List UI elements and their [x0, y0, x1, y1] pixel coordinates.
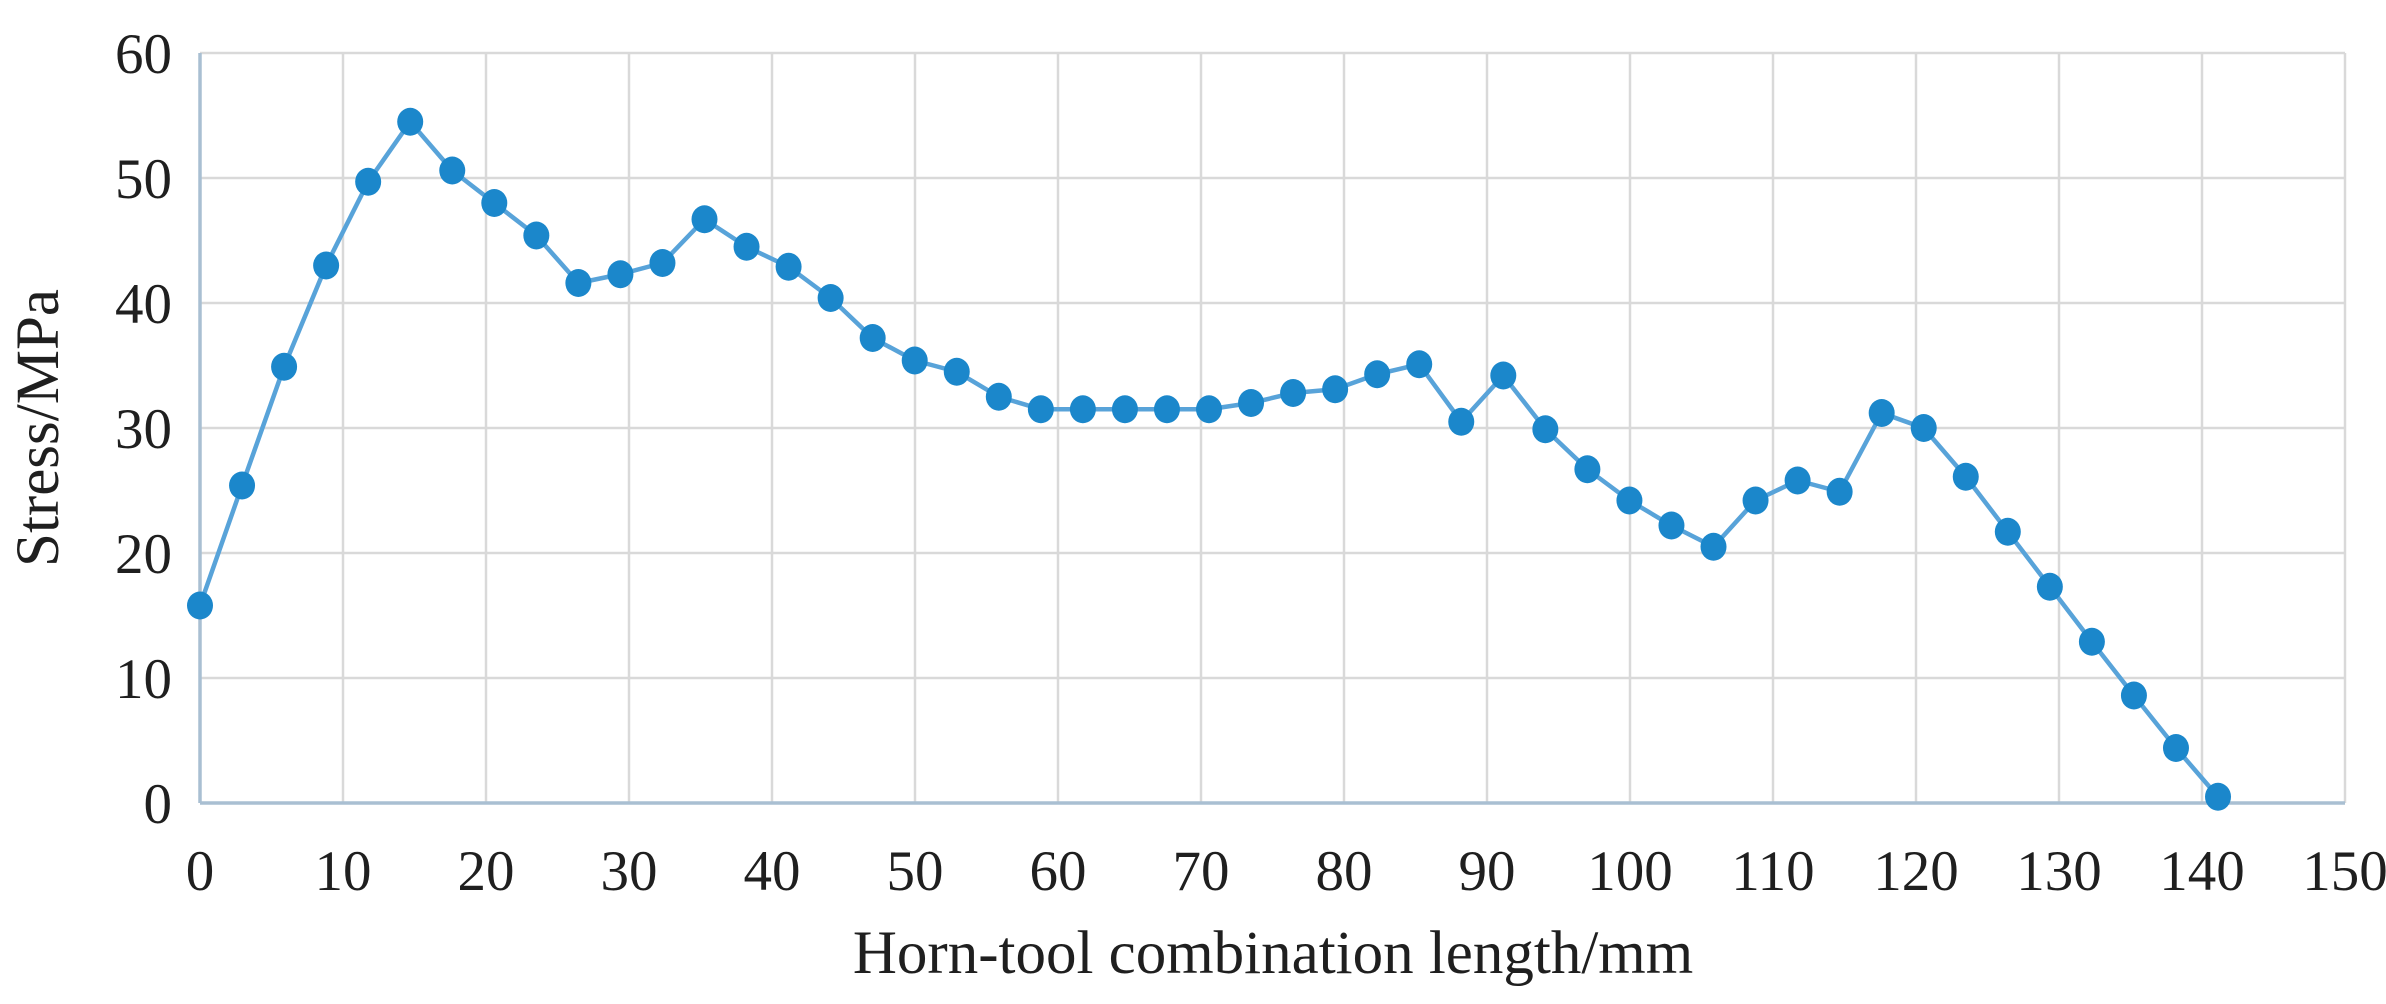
data-point — [985, 382, 1012, 411]
data-point — [439, 156, 466, 185]
data-point — [2120, 681, 2147, 710]
data-point — [1238, 389, 1265, 417]
data-point — [733, 232, 760, 261]
x-tick-label: 0 — [186, 840, 215, 903]
y-tick-label: 30 — [115, 398, 172, 461]
x-tick-label: 140 — [2159, 840, 2245, 903]
data-point — [1784, 466, 1811, 495]
data-point — [2036, 572, 2063, 601]
data-point — [1658, 511, 1685, 540]
data-point — [1742, 486, 1769, 515]
data-point — [313, 251, 340, 280]
y-tick-label: 60 — [115, 23, 172, 86]
x-tick-label: 40 — [744, 840, 801, 903]
x-axis-title: Horn-tool combination length/mm — [853, 920, 1693, 987]
y-tick-label: 20 — [115, 523, 172, 586]
data-point — [943, 357, 970, 386]
x-tick-label: 50 — [887, 840, 944, 903]
data-point — [1616, 486, 1643, 515]
data-point — [1406, 350, 1433, 379]
data-point — [1111, 395, 1138, 424]
data-point — [2205, 782, 2232, 811]
x-tick-label: 10 — [315, 840, 372, 903]
x-tick-label: 30 — [601, 840, 658, 903]
data-point — [1448, 407, 1475, 436]
data-point — [607, 260, 634, 289]
data-point — [1196, 395, 1223, 424]
data-point — [1826, 477, 1853, 506]
data-point — [2162, 734, 2189, 762]
data-point — [1574, 455, 1601, 484]
data-point — [481, 189, 508, 217]
data-point — [649, 249, 676, 277]
data-point — [1952, 462, 1979, 491]
data-point — [229, 471, 256, 500]
x-tick-label: 60 — [1030, 840, 1087, 903]
x-tick-label: 100 — [1587, 840, 1673, 903]
data-point — [1069, 395, 1096, 424]
data-point — [523, 221, 550, 250]
x-tick-label: 150 — [2302, 840, 2386, 903]
gridlines — [198, 51, 2347, 805]
data-point — [565, 269, 592, 297]
data-point — [1532, 415, 1559, 444]
x-tick-label: 70 — [1173, 840, 1230, 903]
data-point — [691, 205, 718, 234]
data-point — [1868, 399, 1895, 427]
y-tick-label: 10 — [115, 648, 172, 711]
data-point — [1490, 361, 1517, 390]
data-point — [1910, 414, 1937, 442]
data-series — [187, 107, 2232, 811]
x-tick-label: 80 — [1316, 840, 1373, 903]
y-tick-label: 50 — [115, 148, 172, 211]
y-tick-labels: 0 10 20 30 40 50 60 — [115, 23, 172, 836]
data-point — [1322, 375, 1349, 404]
data-point — [1364, 360, 1391, 389]
data-point — [859, 324, 886, 352]
data-point — [355, 167, 382, 196]
data-point — [1994, 517, 2021, 546]
y-tick-label: 40 — [115, 273, 172, 336]
x-tick-labels: 0 10 20 30 40 50 60 70 80 90 100 110 120 130 140 150 — [186, 840, 2386, 903]
data-point — [775, 252, 802, 281]
data-point — [2078, 627, 2105, 656]
x-tick-label: 90 — [1459, 840, 1516, 903]
data-point — [1700, 532, 1727, 561]
data-point — [901, 346, 928, 375]
y-tick-label: 0 — [144, 773, 173, 836]
data-point — [1027, 395, 1054, 424]
data-point — [1280, 379, 1307, 407]
x-tick-label: 20 — [458, 840, 515, 903]
y-axis-title: Stress/MPa — [5, 289, 72, 567]
data-point — [397, 107, 424, 136]
data-point — [1153, 395, 1180, 424]
axis-lines — [198, 53, 2345, 805]
data-point — [271, 352, 298, 381]
data-point — [817, 284, 844, 312]
x-tick-label: 110 — [1731, 840, 1814, 903]
x-tick-label: 120 — [1873, 840, 1959, 903]
data-point — [187, 591, 213, 620]
x-tick-label: 130 — [2016, 840, 2102, 903]
